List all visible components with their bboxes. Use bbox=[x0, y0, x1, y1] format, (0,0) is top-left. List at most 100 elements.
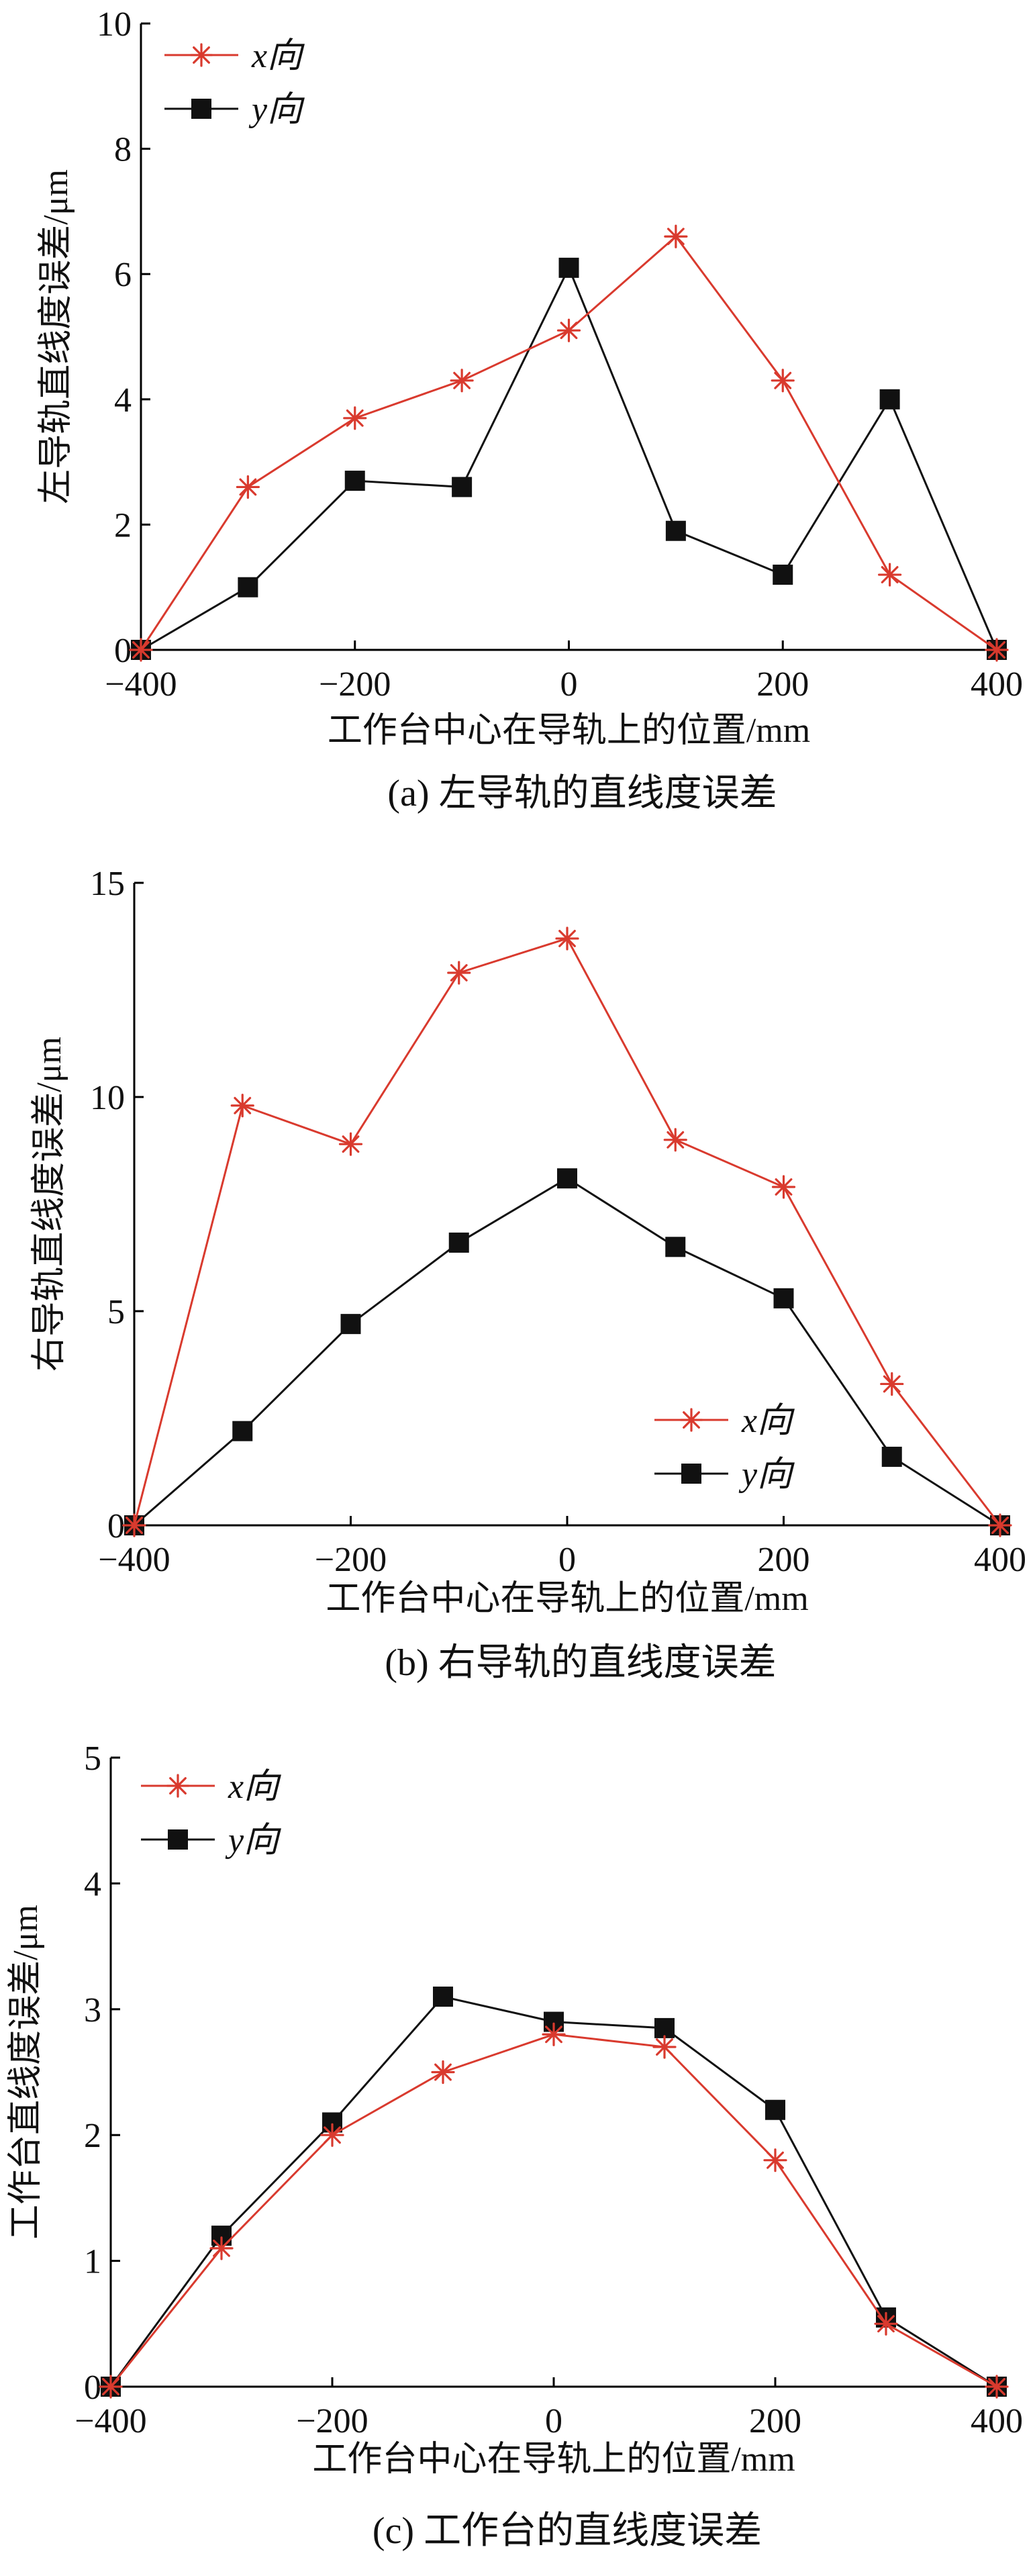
data-point-x-2 bbox=[338, 1132, 363, 1156]
data-point-y-6 bbox=[773, 1288, 794, 1308]
y-axis-title: 左导轨直线度误差/μm bbox=[37, 169, 75, 504]
legend-label: x向 bbox=[228, 1768, 281, 1806]
x-tick-label: 0 bbox=[545, 2402, 562, 2440]
y-tick-label: 1 bbox=[84, 2243, 101, 2281]
data-point-x-0-stroke bbox=[132, 641, 150, 659]
data-point-x-8 bbox=[988, 1513, 1012, 1537]
y-tick-label: 0 bbox=[107, 1507, 125, 1545]
y-tick-label: 15 bbox=[90, 865, 125, 903]
data-point-y-6 bbox=[773, 565, 793, 585]
y-tick-label: 6 bbox=[114, 256, 132, 294]
data-point-x-6-stroke bbox=[775, 1178, 793, 1196]
data-point-x-4 bbox=[555, 926, 579, 951]
data-point-x-6 bbox=[763, 2148, 787, 2173]
data-point-x-6 bbox=[771, 1175, 796, 1199]
legend: x向 y向 bbox=[141, 1768, 281, 1860]
x-tick-label: 0 bbox=[558, 1541, 576, 1579]
chart-panel-2: −400 −200 0 200 400 0 1 2 3 4 5 工作台中心在导轨上的位置/mm 工作台直… bbox=[7, 1739, 1023, 2552]
data-point-x-1-stroke bbox=[213, 2239, 230, 2257]
x-tick-label: −400 bbox=[98, 1541, 170, 1579]
data-point-x-6-stroke bbox=[767, 2151, 784, 2169]
legend-label: y向 bbox=[738, 1456, 795, 1494]
x-tick-label: −400 bbox=[75, 2402, 146, 2440]
data-point-x-6-stroke bbox=[774, 371, 792, 389]
data-point-x-7 bbox=[878, 563, 902, 587]
data-point-y-3 bbox=[448, 1232, 469, 1253]
x-tick-label: −200 bbox=[296, 2402, 368, 2440]
data-point-y-5 bbox=[665, 1237, 686, 1257]
data-point-x-7-stroke bbox=[881, 566, 899, 583]
legend: x向 y向 bbox=[164, 37, 305, 129]
chart-panel-1: −400 −200 0 200 400 0 5 10 15 工作台中心在导轨上的位置/mm 右导轨直… bbox=[30, 865, 1026, 1684]
x-tick-label: 400 bbox=[971, 665, 1023, 704]
data-point-y-5 bbox=[654, 2017, 675, 2038]
legend: x向 y向 bbox=[654, 1402, 795, 1494]
data-point-x-4 bbox=[542, 2022, 566, 2046]
chart-panel-0: −400 −200 0 200 400 0 2 4 6 8 10 工作台中心在导轨上的位置/mm 左导轨… bbox=[37, 5, 1023, 814]
data-point-x-4 bbox=[556, 318, 581, 342]
data-point-x-7 bbox=[874, 2311, 898, 2336]
series-line-y bbox=[109, 1995, 997, 2388]
legend-marker-asterisk bbox=[166, 1774, 190, 1798]
data-point-x-5 bbox=[664, 224, 688, 248]
y-tick-label: 5 bbox=[107, 1293, 125, 1331]
data-point-x-1 bbox=[209, 2236, 234, 2260]
data-point-y-7 bbox=[879, 389, 900, 410]
legend-marker-square bbox=[168, 1829, 188, 1850]
data-point-y-5 bbox=[665, 520, 686, 541]
data-point-x-2 bbox=[343, 406, 367, 430]
data-point-y-4 bbox=[558, 257, 579, 278]
data-point-y-1 bbox=[238, 577, 258, 598]
data-point-x-3 bbox=[431, 2060, 455, 2085]
data-point-x-5-stroke bbox=[656, 2038, 673, 2056]
figure-caption: (c) 工作台的直线度误差 bbox=[373, 2510, 762, 2552]
x-tick-label: 400 bbox=[974, 1541, 1026, 1579]
data-point-x-2-stroke bbox=[346, 409, 364, 427]
x-axis-title: 工作台中心在导轨上的位置/mm bbox=[312, 2440, 795, 2479]
x-tick-label: 200 bbox=[758, 1541, 810, 1579]
y-tick-label: 3 bbox=[84, 1991, 101, 2030]
legend-marker-square bbox=[681, 1464, 701, 1484]
data-point-y-2 bbox=[340, 1314, 361, 1335]
x-tick-label: −200 bbox=[319, 665, 391, 704]
legend-marker-asterisk-stroke bbox=[683, 1411, 700, 1429]
legend-marker-asterisk bbox=[679, 1408, 703, 1432]
data-point-y-1 bbox=[232, 1421, 253, 1441]
y-tick-label: 4 bbox=[114, 381, 132, 420]
data-point-x-0 bbox=[122, 1513, 146, 1537]
data-point-x-8-stroke bbox=[988, 641, 1005, 659]
series-line-x bbox=[133, 937, 1001, 1526]
y-tick-label: 10 bbox=[97, 5, 132, 44]
y-axis-title: 右导轨直线度误差/μm bbox=[30, 1037, 68, 1372]
data-point-x-3 bbox=[447, 961, 471, 985]
data-point-x-4-stroke bbox=[560, 322, 578, 340]
data-point-x-0 bbox=[129, 638, 153, 662]
y-tick-label: 5 bbox=[84, 1739, 101, 1778]
data-point-x-5-stroke bbox=[667, 228, 685, 246]
x-tick-label: −200 bbox=[315, 1541, 387, 1579]
data-point-x-0-stroke bbox=[126, 1517, 143, 1534]
legend-label: x向 bbox=[251, 37, 305, 75]
data-point-x-4-stroke bbox=[545, 2025, 562, 2044]
legend-label: y向 bbox=[248, 91, 305, 129]
data-point-x-5 bbox=[663, 1128, 687, 1152]
x-tick-label: −400 bbox=[105, 665, 177, 704]
y-tick-label: 2 bbox=[114, 506, 132, 544]
data-point-x-1 bbox=[230, 1094, 254, 1118]
x-tick-label: 200 bbox=[749, 2402, 801, 2440]
data-point-x-2-stroke bbox=[342, 1135, 360, 1153]
y-tick-label: 2 bbox=[84, 2117, 101, 2155]
data-point-y-4 bbox=[557, 1168, 577, 1189]
legend-marker-square bbox=[191, 99, 211, 119]
x-tick-label: 0 bbox=[560, 665, 578, 704]
data-point-x-4-stroke bbox=[558, 930, 576, 947]
series-line-x bbox=[109, 2033, 997, 2388]
data-point-x-3-stroke bbox=[453, 371, 471, 389]
data-point-x-7-stroke bbox=[883, 1375, 901, 1393]
data-point-x-8-stroke bbox=[991, 1517, 1009, 1534]
legend-label: y向 bbox=[225, 1821, 281, 1860]
x-axis-title: 工作台中心在导轨上的位置/mm bbox=[328, 712, 810, 750]
data-point-y-2 bbox=[344, 471, 365, 491]
y-tick-label: 10 bbox=[90, 1079, 125, 1117]
